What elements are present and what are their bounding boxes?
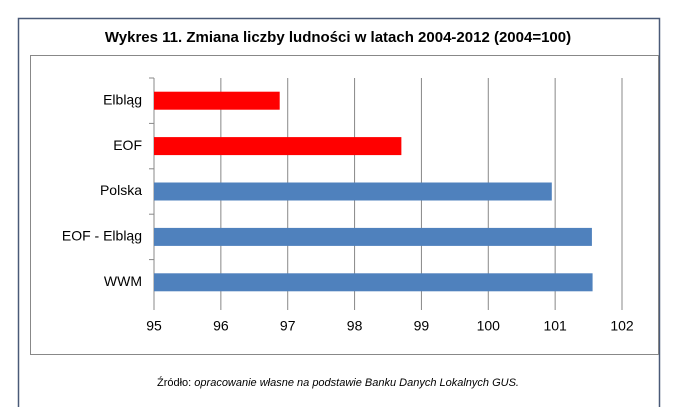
source: Źródło: opracowanie własne na podstawie … <box>157 376 519 389</box>
y-tick-label: WWM <box>104 273 142 289</box>
x-tick-label: 97 <box>280 318 296 334</box>
x-tick-label: 96 <box>213 318 229 334</box>
chart-box <box>30 55 659 355</box>
x-tick-label: 95 <box>146 318 162 334</box>
y-tick-label: EOF - Elbląg <box>62 228 142 244</box>
y-tick-label: EOF <box>113 137 142 153</box>
y-tick-label: Polska <box>100 182 142 198</box>
bar <box>154 137 402 156</box>
chart-title: Wykres 11. Zmiana liczby ludności w lata… <box>105 29 571 46</box>
bar <box>154 182 552 201</box>
source-text: opracowanie własne na podstawie Banku Da… <box>194 377 519 389</box>
y-tick-label: Elbląg <box>103 91 142 107</box>
x-tick-label: 99 <box>414 318 430 334</box>
x-tick-label: 102 <box>610 318 634 334</box>
source-label: Źródło: <box>157 376 191 389</box>
bar <box>154 227 592 246</box>
bar <box>154 91 280 110</box>
x-tick-label: 98 <box>347 318 363 334</box>
bar <box>154 273 593 292</box>
x-tick-label: 101 <box>543 318 567 334</box>
frame <box>17 17 661 407</box>
x-tick-label: 100 <box>477 318 501 334</box>
